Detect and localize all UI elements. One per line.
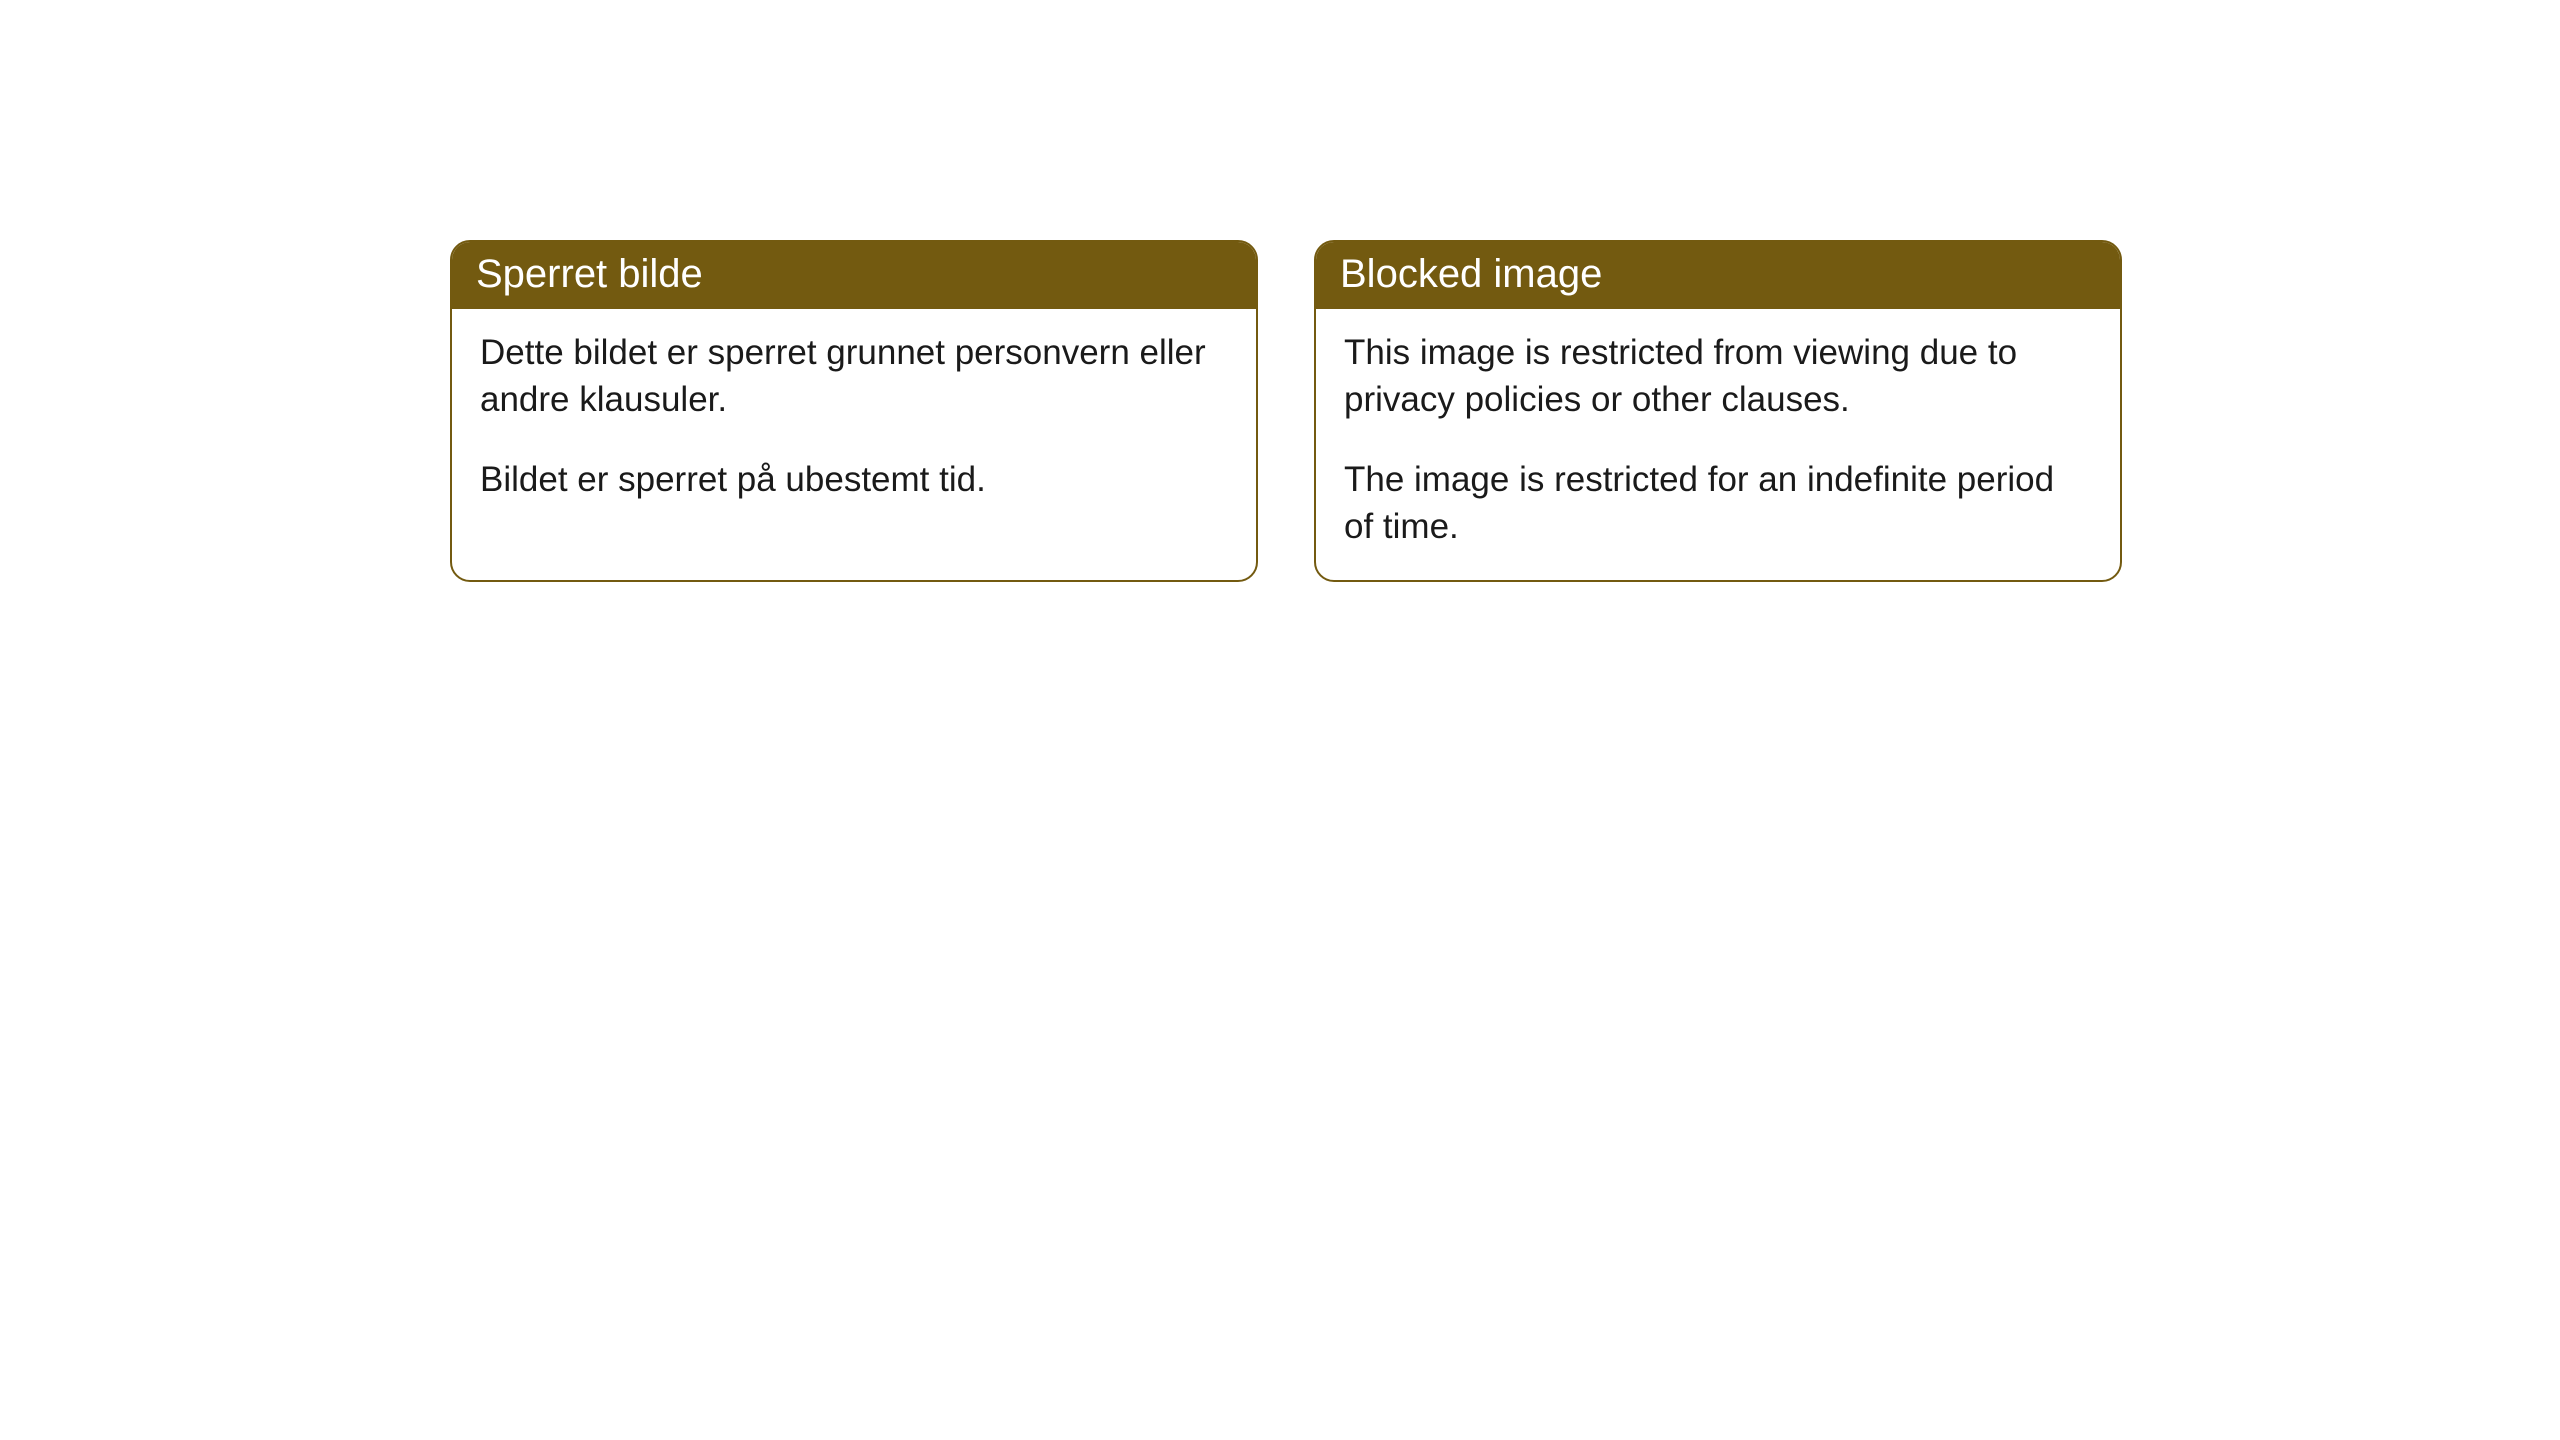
card-title: Blocked image — [1340, 252, 1602, 296]
blocked-image-card-english: Blocked image This image is restricted f… — [1314, 240, 2122, 582]
card-paragraph-2: The image is restricted for an indefinit… — [1344, 456, 2092, 551]
card-paragraph-1: This image is restricted from viewing du… — [1344, 329, 2092, 424]
card-paragraph-1: Dette bildet er sperret grunnet personve… — [480, 329, 1228, 424]
card-body: Dette bildet er sperret grunnet personve… — [452, 309, 1256, 533]
card-title: Sperret bilde — [476, 252, 703, 296]
blocked-image-card-norwegian: Sperret bilde Dette bildet er sperret gr… — [450, 240, 1258, 582]
card-paragraph-2: Bildet er sperret på ubestemt tid. — [480, 456, 1228, 503]
card-body: This image is restricted from viewing du… — [1316, 309, 2120, 580]
card-header: Blocked image — [1316, 242, 2120, 309]
card-container: Sperret bilde Dette bildet er sperret gr… — [450, 240, 2122, 582]
card-header: Sperret bilde — [452, 242, 1256, 309]
